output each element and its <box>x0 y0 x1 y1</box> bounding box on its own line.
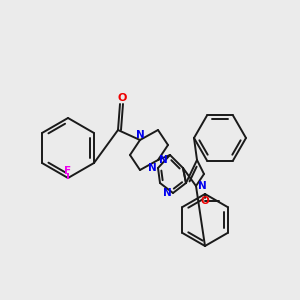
Text: O: O <box>201 196 209 206</box>
Text: N: N <box>163 188 171 198</box>
Text: N: N <box>198 181 206 191</box>
Text: N: N <box>148 163 156 173</box>
Text: O: O <box>117 93 127 103</box>
Text: F: F <box>64 166 72 176</box>
Text: N: N <box>136 130 144 140</box>
Text: N: N <box>159 155 167 165</box>
